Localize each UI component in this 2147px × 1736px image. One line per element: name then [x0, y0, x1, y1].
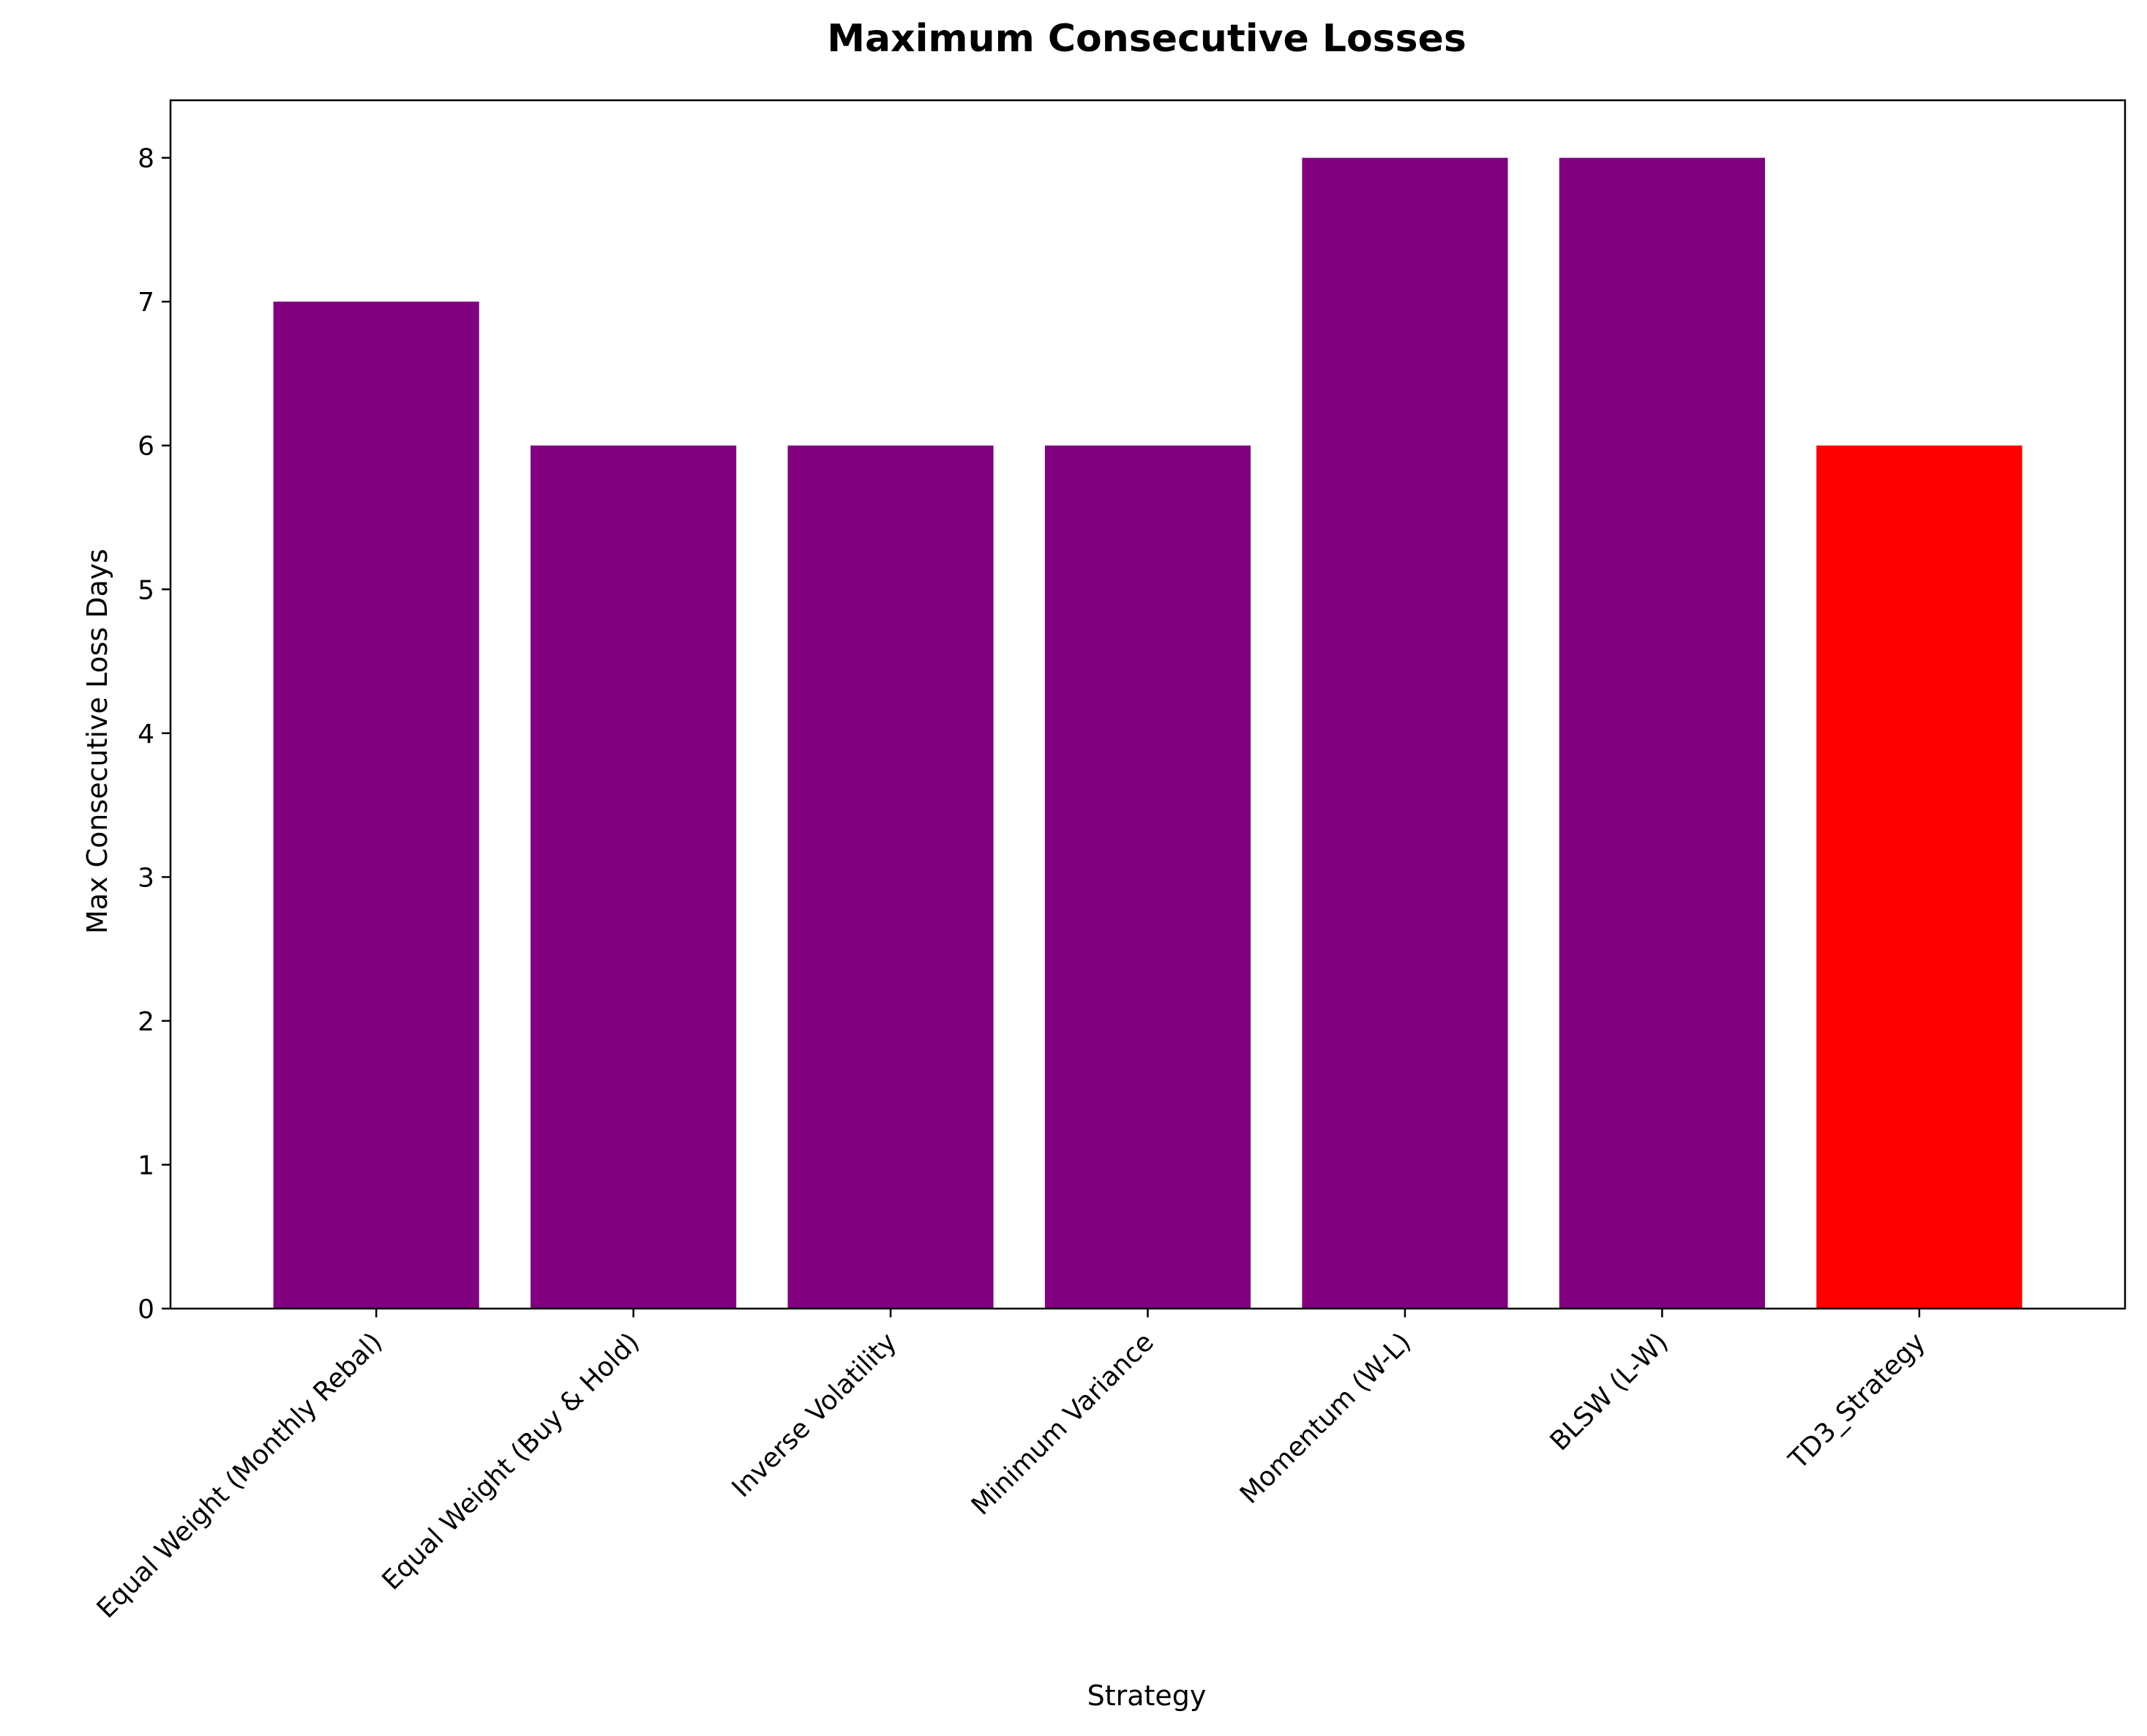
bar-1: [273, 302, 479, 1309]
bar-4: [1044, 445, 1251, 1309]
y-axis-ticks: 0 1 2 3 4 5 6 7 8: [138, 144, 171, 1325]
chart-title: Maximum Consecutive Losses: [827, 17, 1466, 61]
bar-3: [787, 445, 994, 1309]
bar-6: [1559, 157, 1765, 1309]
y-axis-label: Max Consecutive Loss Days: [81, 549, 113, 934]
bar-7: [1816, 445, 2023, 1309]
x-axis-label: Strategy: [1087, 1680, 1207, 1712]
y-tick-label: 5: [138, 575, 154, 605]
y-tick-label: 4: [138, 719, 154, 749]
bars-layer: [273, 157, 2023, 1309]
y-tick-label: 8: [138, 144, 154, 174]
y-tick-label: 2: [138, 1007, 154, 1037]
y-tick-label: 6: [138, 432, 154, 462]
bar-5: [1302, 157, 1508, 1309]
y-tick-label: 1: [138, 1151, 154, 1181]
bar-2: [531, 445, 737, 1309]
y-tick-label: 3: [138, 863, 154, 893]
y-tick-label: 0: [138, 1295, 154, 1325]
y-tick-label: 7: [138, 288, 154, 318]
